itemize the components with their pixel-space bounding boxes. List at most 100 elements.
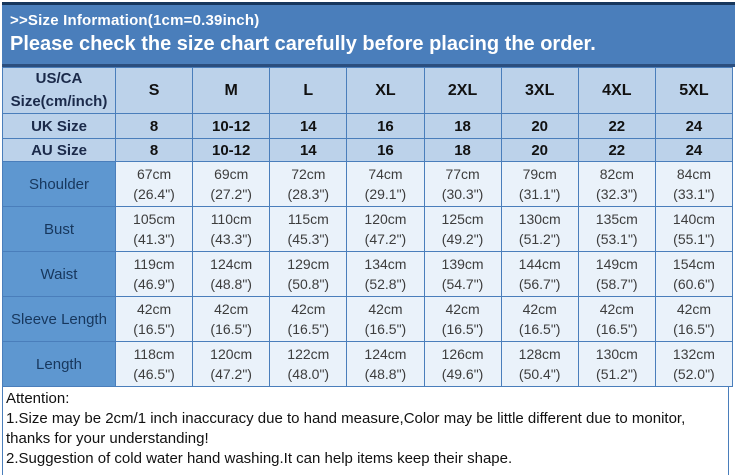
size-header-4xl: 4XL: [577, 67, 656, 114]
measurement-cell: 42cm (16.5"): [500, 296, 579, 342]
measurement-cm-value: 105cm: [133, 210, 176, 227]
measurement-inch-value: (48.8"): [210, 276, 252, 292]
attention-heading: Attention:: [6, 390, 70, 407]
measurement-cell: 128cm (50.4"): [500, 341, 579, 387]
measurement-cell: 42cm (16.5"): [114, 296, 194, 342]
measurement-cell: 84cm (33.1"): [654, 161, 734, 207]
measurement-inch-value: (43.3"): [210, 231, 252, 247]
measurement-cm-value: 120cm: [210, 345, 253, 362]
size-cell: 24: [654, 138, 734, 162]
banner-subtitle: Please check the size chart carefully be…: [10, 33, 596, 55]
size-header-3xl: 3XL: [500, 67, 579, 114]
attention-note-2: 2.Suggestion of cold water hand washing.…: [6, 449, 513, 467]
measurement-inch-value: (50.4"): [518, 366, 561, 382]
measurement-cell: 42cm (16.5"): [577, 296, 656, 342]
size-header-m: M: [192, 67, 271, 114]
measurement-cm-value: 124cm: [210, 255, 253, 272]
measurement-cm-value: 42cm: [599, 300, 634, 317]
measurement-cm-value: 129cm: [287, 255, 330, 272]
measurement-inch-value: (49.6"): [441, 366, 484, 382]
measurement-cell: 154cm (60.6"): [654, 251, 734, 297]
size-cell: 8: [114, 138, 194, 162]
measurement-cell: 42cm (16.5"): [346, 296, 425, 342]
measurement-inch-value: (58.7"): [596, 276, 638, 292]
measurement-inch-value: (56.7"): [518, 276, 561, 292]
measurement-cm-value: 154cm: [672, 255, 715, 272]
measurement-cell: 42cm (16.5"): [192, 296, 271, 342]
measurement-cell: 149cm (58.7"): [577, 251, 656, 297]
measurement-cm-value: 42cm: [445, 300, 480, 317]
measurement-inch-value: (47.2"): [364, 231, 407, 247]
measurement-cell: 129cm (50.8"): [269, 251, 348, 297]
measurement-cell: 77cm (30.3"): [423, 161, 502, 207]
size-cell: 18: [423, 138, 502, 162]
measurement-inch-value: (52.0"): [673, 366, 715, 382]
measurement-cm-value: 72cm: [291, 165, 326, 182]
measurement-inch-value: (28.3"): [287, 186, 330, 202]
measurement-cm-value: 130cm: [595, 345, 638, 362]
measurement-row-label: Waist: [2, 251, 116, 297]
measurement-cm-value: 126cm: [441, 345, 484, 362]
measurement-cell: 130cm (51.2"): [500, 206, 579, 252]
size-header-xl: XL: [346, 67, 425, 114]
measurement-inch-value: (16.5"): [441, 321, 484, 337]
measurement-inch-value: (52.8"): [364, 276, 407, 292]
measurement-cm-value: 67cm: [136, 165, 172, 182]
corner-header: US/CA Size(cm/inch): [2, 67, 116, 114]
measurement-cell: 110cm (43.3"): [192, 206, 271, 252]
measurement-cm-value: 134cm: [364, 255, 407, 272]
attention-notes: Attention: 1.Size may be 2cm/1 inch inac…: [2, 387, 729, 475]
measurement-cm-value: 140cm: [672, 210, 715, 227]
measurement-cell: 134cm (52.8"): [346, 251, 425, 297]
size-row: AU Size 8 10-12 14 16 18 20 22 24: [2, 138, 734, 162]
measurement-cell: 144cm (56.7"): [500, 251, 579, 297]
measurement-inch-value: (31.1"): [518, 186, 561, 202]
size-cell: 16: [346, 138, 425, 162]
size-header-5xl: 5XL: [654, 67, 734, 114]
measurement-inch-value: (55.1"): [673, 231, 715, 247]
measurement-row: Bust 105cm (41.3") 110cm (43.3") 115cm (45.3")…: [2, 206, 734, 252]
measurement-cell: 42cm (16.5"): [269, 296, 348, 342]
measurement-inch-value: (16.5"): [364, 321, 407, 337]
measurement-cm-value: 77cm: [445, 165, 480, 182]
size-table: US/CA Size(cm/inch) S M L XL 2XL 3XL 4XL 5XL UK…: [2, 67, 734, 387]
measurement-cell: 67cm (26.4"): [114, 161, 194, 207]
measurement-inch-value: (45.3"): [287, 231, 330, 247]
measurement-cm-value: 139cm: [441, 255, 484, 272]
measurement-cell: 82cm (32.3"): [577, 161, 656, 207]
measurement-cm-value: 118cm: [133, 345, 175, 362]
measurement-row-label: Bust: [2, 206, 116, 252]
measurement-inch-value: (16.5"): [287, 321, 330, 337]
measurement-inch-value: (32.3"): [596, 186, 638, 202]
measurement-cm-value: 128cm: [518, 345, 561, 362]
measurement-inch-value: (16.5"): [673, 321, 715, 337]
measurement-cell: 124cm (48.8"): [346, 341, 425, 387]
measurement-cm-value: 124cm: [364, 345, 407, 362]
measurement-inch-value: (46.5"): [133, 366, 175, 382]
measurement-cell: 140cm (55.1"): [654, 206, 734, 252]
measurement-cm-value: 120cm: [364, 210, 407, 227]
measurement-cm-value: 42cm: [136, 300, 172, 317]
size-cell: 10-12: [192, 138, 271, 162]
measurement-cm-value: 125cm: [441, 210, 484, 227]
measurement-cell: 125cm (49.2"): [423, 206, 502, 252]
measurement-inch-value: (48.8"): [364, 366, 407, 382]
measurement-inch-value: (50.8"): [287, 276, 330, 292]
measurement-cell: 79cm (31.1"): [500, 161, 579, 207]
banner-title: >>Size Information(1cm=0.39inch): [10, 12, 260, 29]
measurement-cell: 118cm (46.5"): [114, 341, 194, 387]
measurement-inch-value: (51.2"): [596, 366, 638, 382]
size-cell: 10-12: [192, 113, 271, 139]
size-cell: 8: [114, 113, 194, 139]
measurement-cell: 120cm (47.2"): [192, 341, 271, 387]
measurement-cm-value: 144cm: [518, 255, 561, 272]
measurement-inch-value: (46.9"): [133, 276, 175, 292]
size-row-label: AU Size: [2, 138, 116, 162]
attention-note-1: 1.Size may be 2cm/1 inch inaccuracy due …: [6, 409, 686, 447]
size-cell: 14: [269, 138, 348, 162]
measurement-cell: 69cm (27.2"): [192, 161, 271, 207]
measurement-cm-value: 42cm: [291, 300, 326, 317]
measurement-cm-value: 42cm: [214, 300, 249, 317]
measurement-inch-value: (16.5"): [596, 321, 638, 337]
measurement-row: Waist 119cm (46.9") 124cm (48.8") 129cm (50.8"…: [2, 251, 734, 297]
